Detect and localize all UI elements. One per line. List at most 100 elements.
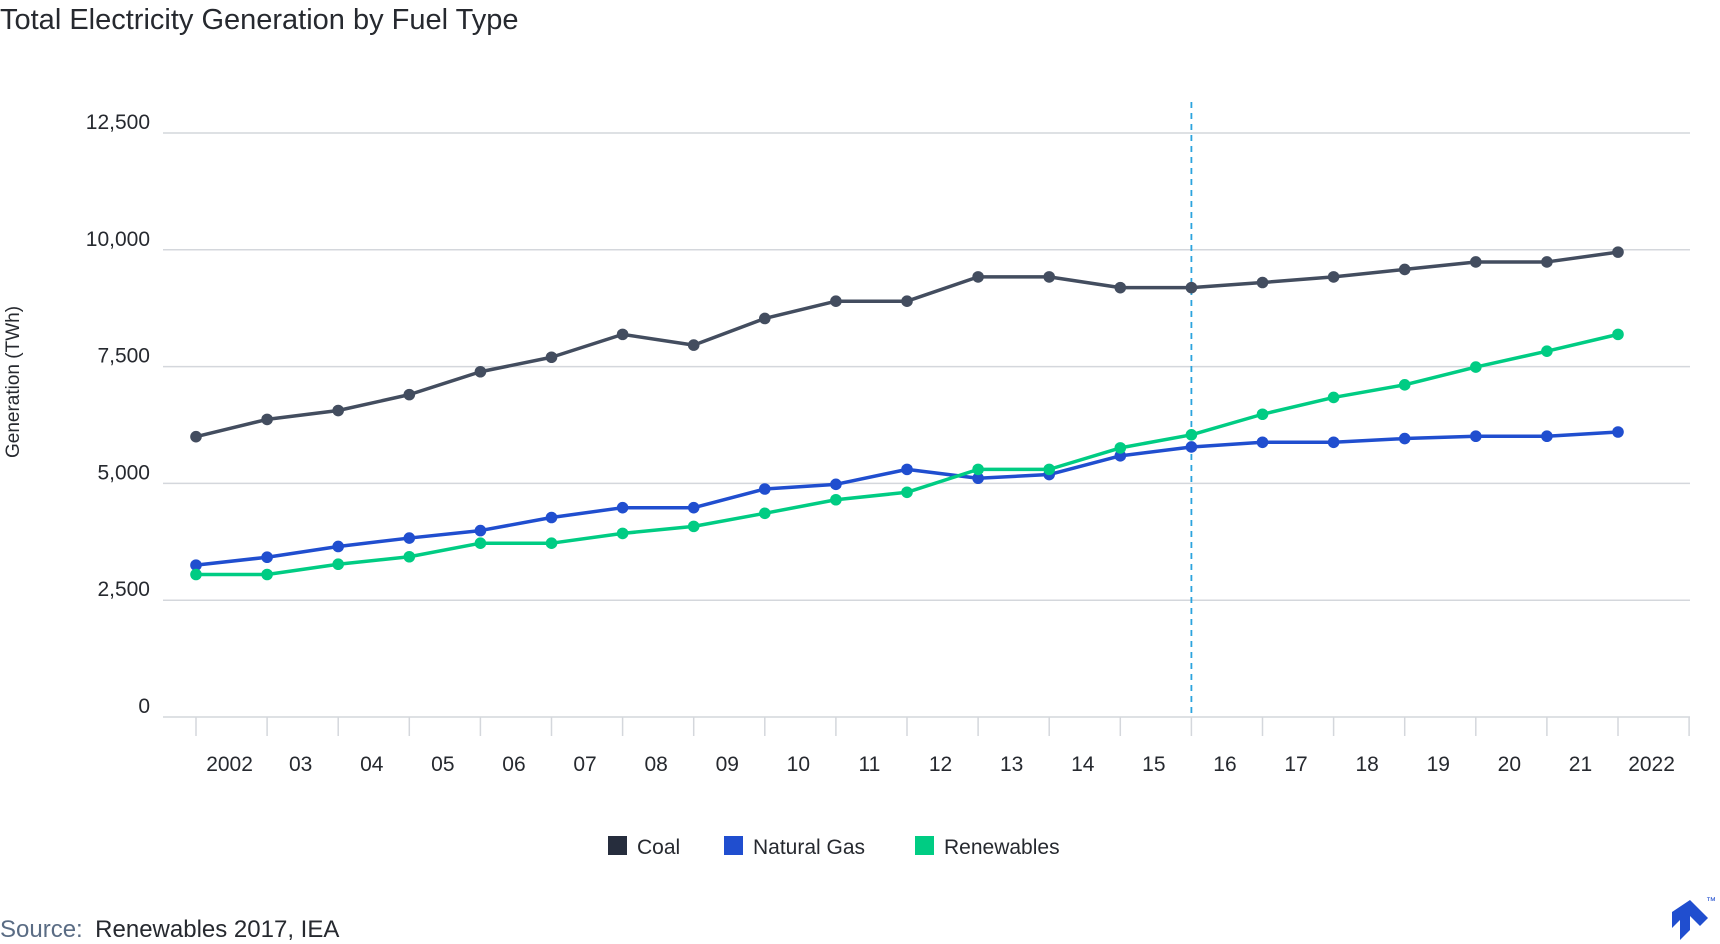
data-point-coal — [830, 295, 842, 307]
x-tick-label: 06 — [502, 753, 525, 776]
data-point-coal — [687, 339, 700, 351]
data-point-coal — [1185, 281, 1198, 294]
data-point-renewables — [474, 537, 487, 550]
series-natural-gas — [190, 426, 1624, 571]
trademark-mark: ™ — [1706, 896, 1716, 907]
data-point-renewables — [901, 486, 913, 499]
data-point-renewables — [1470, 361, 1482, 373]
data-point-coal — [616, 328, 629, 341]
data-point-natural-gas — [1541, 430, 1553, 443]
x-tick-label: 18 — [1355, 753, 1378, 776]
data-point-renewables — [261, 568, 273, 581]
legend-swatch-coal — [608, 836, 627, 855]
x-tick-label: 14 — [1071, 753, 1095, 776]
data-point-natural-gas — [616, 501, 629, 514]
data-point-coal — [190, 430, 202, 443]
data-point-natural-gas — [474, 524, 487, 537]
data-point-coal — [332, 404, 345, 417]
data-point-coal — [759, 312, 771, 325]
x-axis-ticks: 2002 03 04 05 06 07 08 09 10 11 12 13 14 15 16 17 18 19 20… — [195, 717, 1690, 776]
data-point-renewables — [1185, 429, 1198, 441]
data-point-natural-gas — [759, 483, 771, 495]
data-point-renewables — [616, 527, 629, 540]
data-point-renewables — [1114, 442, 1127, 454]
data-point-natural-gas — [1612, 426, 1624, 438]
data-point-renewables — [545, 537, 558, 550]
data-point-natural-gas — [1327, 436, 1340, 449]
data-point-renewables — [1541, 345, 1553, 357]
legend-swatch-natural-gas — [724, 836, 743, 855]
grid-lines — [163, 132, 1690, 601]
data-point-natural-gas — [1185, 441, 1198, 453]
data-point-natural-gas — [332, 540, 345, 553]
data-point-coal — [474, 365, 487, 378]
data-point-renewables — [1398, 379, 1411, 391]
data-point-natural-gas — [1398, 432, 1411, 445]
x-tick-label: 16 — [1213, 753, 1236, 776]
source-note: Source: Renewables 2017, IEA — [0, 916, 339, 943]
x-tick-label: 03 — [289, 753, 312, 776]
data-point-renewables — [332, 558, 345, 571]
data-point-renewables — [1327, 391, 1340, 404]
data-point-renewables — [759, 507, 771, 520]
x-tick-label: 10 — [787, 753, 810, 776]
y-tick-label: 12,500 — [86, 111, 150, 134]
data-point-coal — [1612, 246, 1624, 258]
y-axis-ticks: 0 2,500 5,000 7,500 10,000 12,500 — [86, 111, 150, 718]
data-point-coal — [1398, 263, 1411, 276]
data-point-natural-gas — [190, 559, 202, 571]
y-tick-label: 7,500 — [97, 345, 150, 368]
x-tick-label: 12 — [929, 753, 952, 776]
x-tick-label: 21 — [1569, 753, 1592, 776]
x-tick-label: 19 — [1427, 753, 1450, 776]
x-tick-label: 05 — [431, 753, 454, 776]
data-point-natural-gas — [687, 501, 700, 514]
data-point-natural-gas — [901, 463, 913, 476]
data-point-coal — [1043, 271, 1055, 283]
x-tick-label: 2002 — [206, 753, 253, 776]
data-point-renewables — [687, 520, 700, 533]
series-coal — [190, 246, 1624, 443]
data-point-coal — [403, 388, 416, 401]
y-tick-label: 5,000 — [97, 461, 150, 484]
data-point-coal — [545, 351, 558, 364]
data-point-renewables — [830, 493, 842, 506]
data-point-natural-gas — [972, 472, 984, 485]
x-tick-label: 09 — [716, 753, 739, 776]
data-point-natural-gas — [545, 511, 558, 524]
data-point-renewables — [1612, 328, 1624, 341]
data-point-natural-gas — [1256, 436, 1269, 449]
y-tick-label: 10,000 — [86, 228, 150, 251]
data-point-natural-gas — [261, 551, 273, 564]
x-tick-label: 13 — [1000, 753, 1023, 776]
data-point-coal — [1470, 256, 1482, 268]
legend-label-renewables: Renewables — [944, 836, 1060, 859]
data-point-coal — [972, 271, 984, 283]
data-point-coal — [901, 295, 913, 307]
series-renewables — [190, 328, 1624, 581]
data-point-coal — [1114, 281, 1127, 294]
toptal-logo-icon: ™ — [1672, 896, 1716, 940]
data-point-coal — [1541, 256, 1553, 268]
x-tick-label: 04 — [360, 753, 384, 776]
data-point-renewables — [972, 463, 984, 476]
y-tick-label: 0 — [138, 695, 150, 718]
data-point-renewables — [1256, 408, 1269, 421]
y-axis-label: Generation (TWh) — [3, 306, 24, 458]
data-point-renewables — [190, 568, 202, 581]
data-point-natural-gas — [830, 478, 842, 491]
series-line-coal — [195, 250, 1619, 439]
data-point-renewables — [1043, 463, 1055, 476]
data-point-natural-gas — [403, 532, 416, 544]
legend-label-natural-gas: Natural Gas — [753, 836, 865, 859]
x-tick-label: 08 — [644, 753, 667, 776]
x-tick-label: 2022 — [1628, 753, 1675, 776]
x-tick-label: 20 — [1498, 753, 1521, 776]
x-tick-label: 15 — [1142, 753, 1165, 776]
source-label: Source: — [0, 916, 83, 943]
data-point-natural-gas — [1114, 450, 1127, 462]
series-layer — [190, 246, 1624, 581]
data-point-coal — [1256, 276, 1269, 289]
y-tick-label: 2,500 — [97, 578, 150, 601]
